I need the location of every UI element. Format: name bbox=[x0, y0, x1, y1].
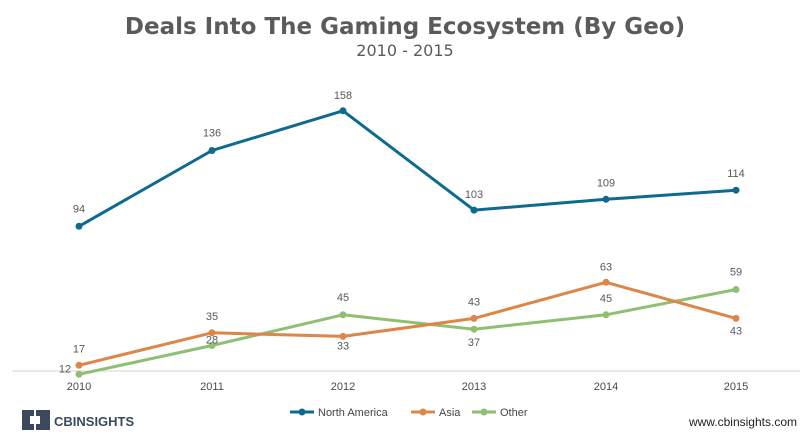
data-label-asia-2011: 35 bbox=[206, 311, 218, 323]
data-label-north-america-2013: 103 bbox=[465, 189, 483, 201]
x-axis-ticks: 2010 2011 2012 2013 2014 2015 bbox=[67, 381, 748, 393]
website-url: www.cbinsights.com bbox=[688, 415, 797, 429]
x-tick-2011: 2011 bbox=[200, 381, 224, 393]
cb-insights-logo: CBINSIGHTS bbox=[22, 410, 135, 430]
legend-marker-north-america bbox=[298, 408, 306, 416]
data-label-asia-2013: 43 bbox=[468, 296, 480, 308]
data-label-asia-2012: 33 bbox=[337, 340, 349, 352]
series-north-america bbox=[75, 107, 740, 230]
data-point-north-america-2014 bbox=[602, 195, 610, 203]
data-label-asia-2015: 43 bbox=[730, 325, 742, 337]
series-line-asia bbox=[77, 280, 738, 367]
brand-name: CBINSIGHTS bbox=[54, 414, 135, 429]
data-label-asia-2010: 17 bbox=[73, 343, 85, 355]
data-label-other-2013: 37 bbox=[468, 337, 480, 349]
data-point-north-america-2010 bbox=[75, 222, 83, 230]
series-line-north-america bbox=[77, 109, 738, 228]
series-line-other bbox=[77, 288, 738, 376]
logo-block-right bbox=[36, 410, 50, 430]
legend-label-asia: Asia bbox=[439, 407, 461, 419]
legend-item-other: Other bbox=[472, 407, 528, 419]
x-tick-2013: 2013 bbox=[462, 381, 486, 393]
series-other bbox=[75, 286, 740, 378]
data-point-asia-2014 bbox=[602, 278, 610, 286]
data-point-asia-2013 bbox=[470, 314, 478, 322]
chart-title: Deals Into The Gaming Ecosystem (By Geo) bbox=[125, 14, 685, 40]
legend-item-asia: Asia bbox=[411, 407, 461, 419]
data-point-north-america-2013 bbox=[470, 206, 478, 214]
chart-subtitle: 2010 - 2015 bbox=[356, 41, 453, 60]
x-tick-2010: 2010 bbox=[67, 381, 91, 393]
data-point-asia-2010 bbox=[75, 361, 83, 369]
legend-marker-other bbox=[480, 408, 488, 416]
data-point-asia-2011 bbox=[208, 329, 216, 337]
data-label-north-america-2011: 136 bbox=[203, 128, 221, 140]
series-asia bbox=[75, 278, 740, 369]
data-label-other-2011: 28 bbox=[206, 335, 218, 347]
legend-marker-asia bbox=[419, 408, 427, 416]
data-point-other-2011 bbox=[208, 342, 216, 349]
series-layer bbox=[75, 107, 740, 378]
legend-item-north-america: North America bbox=[290, 407, 389, 419]
data-point-other-2010 bbox=[75, 370, 83, 378]
legend-label-north-america: North America bbox=[318, 407, 389, 419]
data-point-north-america-2011 bbox=[208, 147, 216, 154]
data-point-asia-2012 bbox=[339, 332, 347, 340]
data-point-north-america-2015 bbox=[732, 186, 740, 194]
data-point-other-2015 bbox=[732, 286, 740, 293]
data-label-other-2012: 45 bbox=[337, 292, 349, 304]
logo-block-left bbox=[22, 410, 34, 430]
x-tick-2012: 2012 bbox=[331, 381, 355, 393]
legend: North America Asia Other bbox=[290, 407, 528, 419]
data-label-north-america-2015: 114 bbox=[727, 168, 745, 180]
x-tick-2015: 2015 bbox=[724, 381, 748, 393]
data-label-asia-2014: 63 bbox=[600, 261, 612, 273]
data-labels: 94 136 158 103 109 114 17 35 33 43 63 43 12 28 45 37 45 5… bbox=[59, 90, 745, 375]
data-point-other-2012 bbox=[339, 311, 347, 319]
data-label-other-2014: 45 bbox=[600, 293, 612, 305]
data-point-other-2014 bbox=[602, 311, 610, 319]
data-label-other-2010: 12 bbox=[59, 363, 71, 375]
data-label-north-america-2012: 158 bbox=[334, 90, 352, 102]
legend-label-other: Other bbox=[500, 407, 528, 419]
data-point-asia-2015 bbox=[732, 314, 740, 322]
data-label-other-2015: 59 bbox=[730, 267, 742, 279]
x-tick-2014: 2014 bbox=[594, 381, 618, 393]
logo-notch bbox=[30, 416, 40, 424]
data-label-north-america-2014: 109 bbox=[597, 177, 615, 189]
data-point-other-2013 bbox=[470, 325, 478, 333]
data-label-north-america-2010: 94 bbox=[73, 203, 85, 215]
data-point-north-america-2012 bbox=[339, 107, 347, 115]
